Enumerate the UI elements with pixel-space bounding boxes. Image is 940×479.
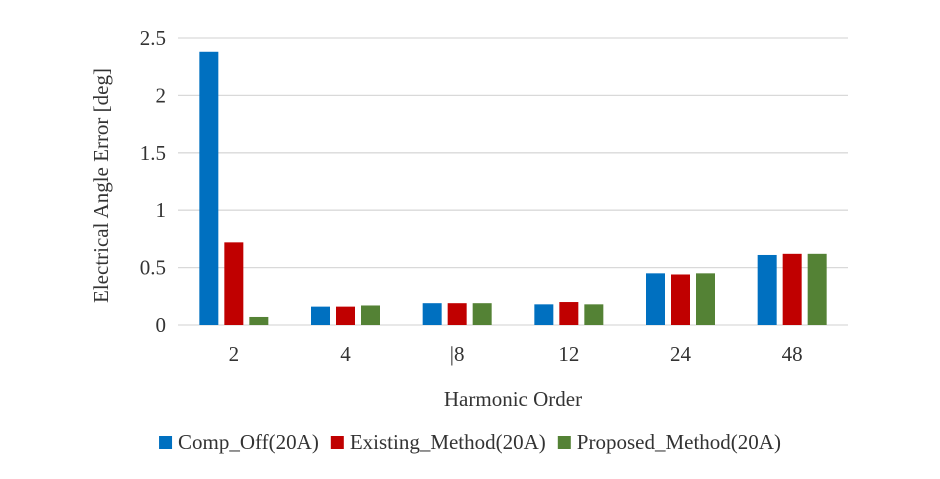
- bar: [361, 305, 380, 325]
- y-tick-label: 0: [156, 313, 167, 337]
- y-tick-label: 2.5: [140, 26, 166, 50]
- bar: [472, 303, 492, 325]
- bar: [782, 253, 802, 325]
- legend-item: Comp_Off(20A): [159, 430, 319, 454]
- legend-item: Existing_Method(20A): [330, 430, 546, 454]
- bars: [199, 51, 827, 325]
- bar: [559, 302, 579, 325]
- gridlines: [178, 37, 848, 326]
- bar: [311, 306, 330, 325]
- bar: [336, 306, 355, 325]
- legend-label: Existing_Method(20A): [350, 430, 546, 454]
- x-tick-label: 4: [340, 342, 351, 366]
- bar: [646, 273, 665, 325]
- bar: [671, 274, 690, 325]
- y-tick-label: 1.5: [140, 141, 166, 165]
- x-tick-label: |8: [450, 342, 465, 366]
- bar: [422, 303, 442, 325]
- legend-swatch: [330, 436, 344, 449]
- bar: [224, 242, 244, 325]
- bar: [807, 253, 827, 325]
- legend-item: Proposed_Method(20A): [557, 430, 781, 454]
- y-axis-title: Electrical Angle Error [deg]: [89, 68, 113, 303]
- legend-swatch: [159, 436, 173, 449]
- x-tick-label: 12: [558, 342, 579, 366]
- y-tick-label: 0.5: [140, 256, 166, 280]
- bar: [757, 254, 777, 325]
- bar: [447, 303, 467, 325]
- x-axis-ticks: 2 4 |8 12 24 48: [229, 342, 803, 366]
- legend-label: Comp_Off(20A): [178, 430, 319, 454]
- x-tick-label: 2: [229, 342, 240, 366]
- x-tick-label: 48: [782, 342, 803, 366]
- bar: [696, 273, 715, 325]
- bar: [199, 51, 219, 325]
- bar: [249, 316, 269, 325]
- x-tick-label: 24: [670, 342, 692, 366]
- bar: [534, 304, 554, 325]
- y-tick-label: 1: [156, 198, 167, 222]
- x-axis-title: Harmonic Order: [444, 387, 582, 411]
- legend-swatch: [557, 436, 571, 449]
- y-tick-label: 2: [156, 83, 167, 107]
- y-axis-ticks: 0 0.5 1 1.5 2 2.5: [140, 26, 166, 337]
- bar: [584, 304, 604, 325]
- legend-label: Proposed_Method(20A): [577, 430, 781, 454]
- legend: Comp_Off(20A) Existing_Method(20A) Propose…: [159, 430, 781, 454]
